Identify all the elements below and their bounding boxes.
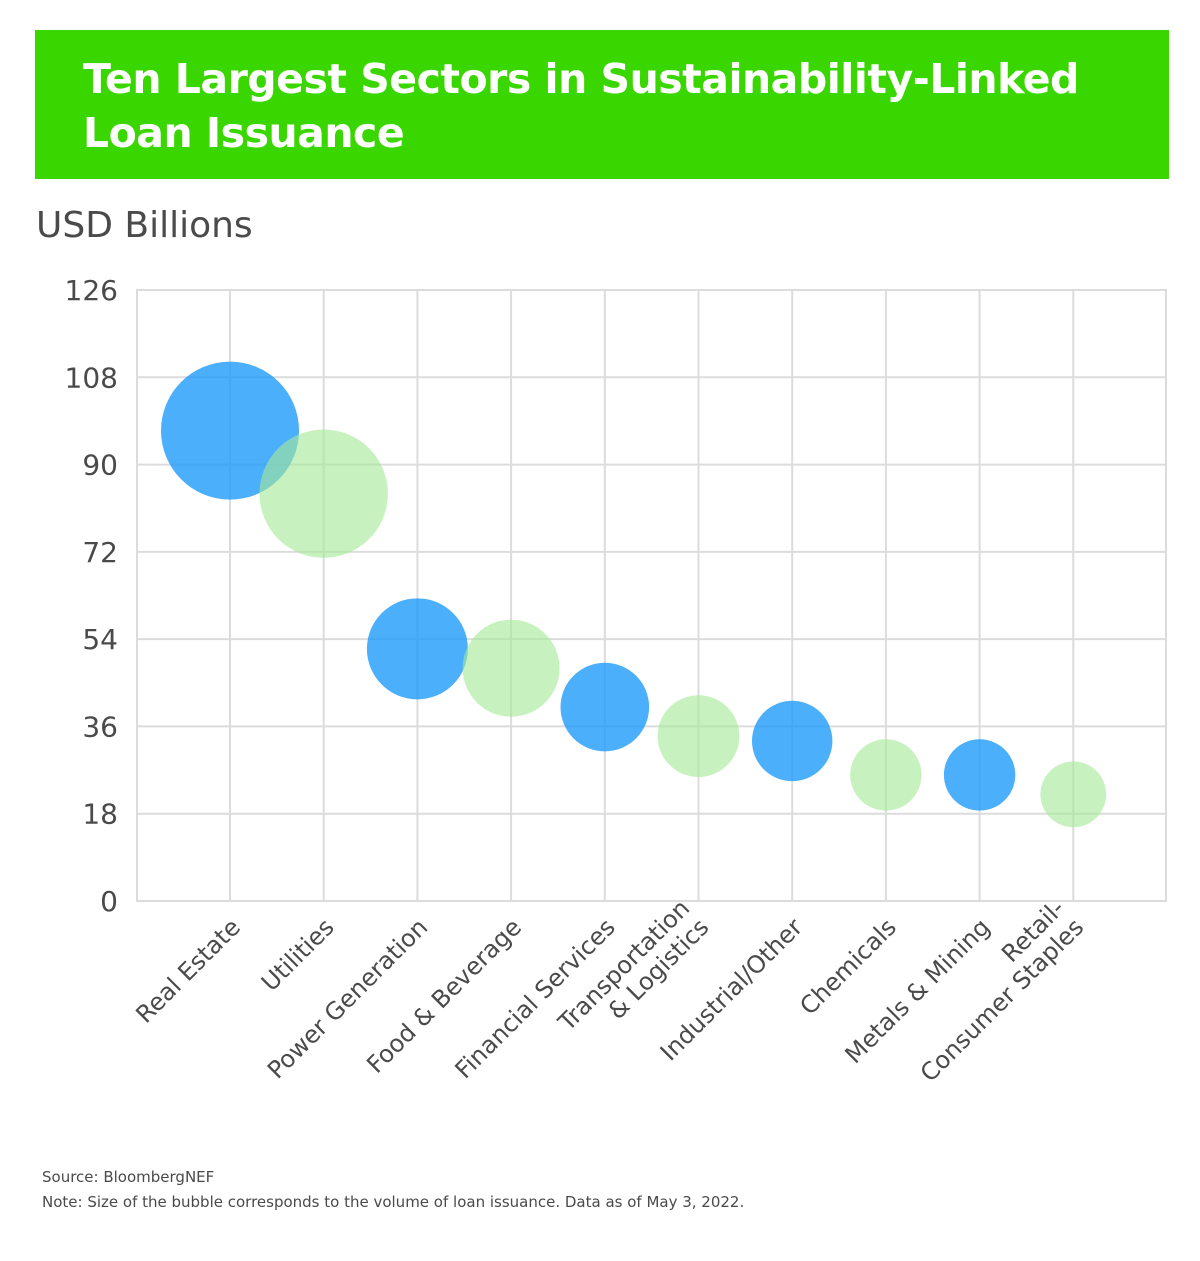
y-tick-label: 108 (65, 361, 118, 394)
source-note: Source: BloombergNEF (42, 1168, 215, 1186)
bubble-industrial-other (752, 700, 833, 782)
plot-frame (136, 289, 1167, 902)
bubble-food-beverage (462, 619, 560, 717)
chart-title: Ten Largest Sectors in Sustainability-Li… (83, 55, 1079, 157)
bubble-chemicals (850, 739, 922, 811)
x-tick-label-line: Consumer Staples (915, 913, 1089, 1087)
y-tick-label: 36 (82, 710, 118, 743)
y-axis-label: USD Billions (36, 205, 253, 246)
bubble-power-generation (366, 598, 468, 700)
title-banner: Ten Largest Sectors in Sustainability-Li… (35, 30, 1169, 179)
y-tick-label: 126 (65, 274, 118, 307)
y-tick-label: 0 (100, 885, 118, 918)
bubble-real-estate (161, 361, 299, 500)
x-tick-label-line: Utilities (256, 913, 340, 997)
x-tick-label: Utilities (256, 913, 340, 997)
bubble-retail-consumer-staples (1040, 761, 1107, 828)
x-tick-label-line: Food & Beverage (361, 913, 527, 1079)
bubble-metals-mining (943, 739, 1016, 811)
x-tick-label: Food & Beverage (361, 913, 527, 1079)
y-tick-label: 90 (82, 449, 118, 482)
y-tick-label: 72 (82, 536, 118, 569)
bubble-utilities (259, 429, 388, 558)
y-tick-label: 18 (82, 798, 118, 831)
bubble-financial-services (560, 662, 650, 752)
footnote: Note: Size of the bubble corresponds to … (42, 1193, 745, 1211)
x-tick-label-line: Power Generation (262, 913, 433, 1084)
y-tick-label: 54 (82, 623, 118, 656)
x-tick-label: Real Estate (130, 913, 245, 1028)
x-tick-label-line: Real Estate (130, 913, 245, 1028)
x-tick-label: Power Generation (262, 913, 433, 1084)
bubble-transportation-logistics (657, 695, 740, 778)
